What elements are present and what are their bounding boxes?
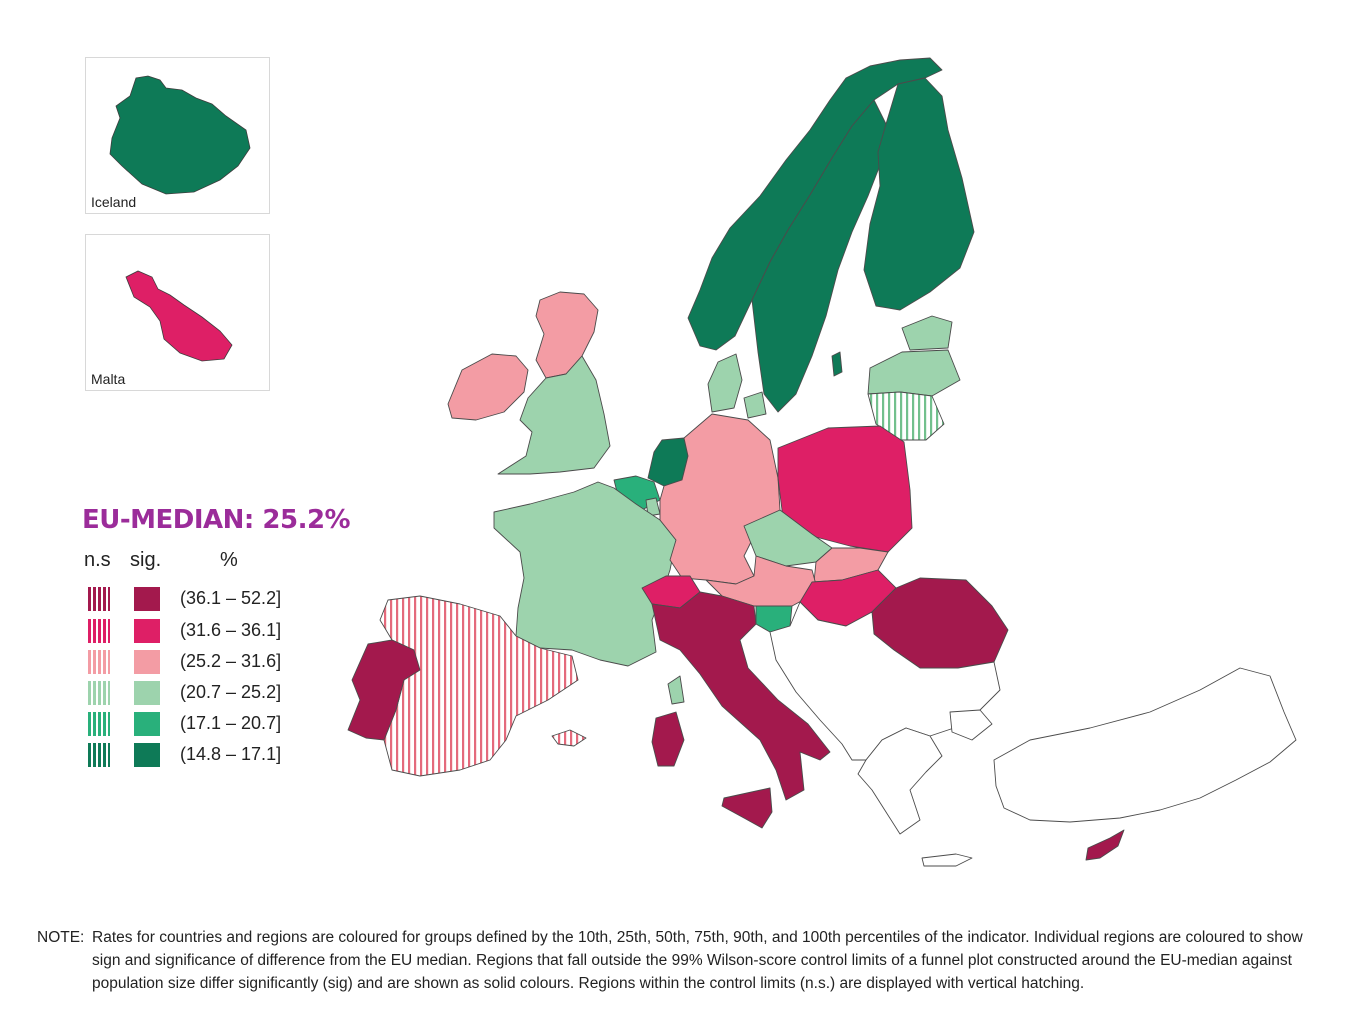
legend-hatch-swatch (88, 681, 110, 705)
legend-row: (36.1 – 52.2] (86, 586, 326, 612)
legend-hatch-swatch (88, 712, 110, 736)
legend-solid-swatch (134, 743, 160, 767)
sweden (751, 99, 887, 413)
legend-row: (20.7 – 25.2] (86, 680, 326, 706)
scotland (535, 291, 599, 379)
corsica (667, 675, 685, 705)
finland (863, 77, 975, 311)
italy (651, 591, 831, 801)
note-label: NOTE: (37, 929, 85, 946)
gotland (831, 351, 843, 377)
legend-solid-swatch (134, 712, 160, 736)
balearics (551, 729, 587, 747)
legend-header-sig: sig. (130, 549, 162, 571)
sicily (721, 787, 773, 829)
legend-hatch-swatch (88, 587, 110, 611)
legend-row: (17.1 – 20.7] (86, 711, 326, 737)
legend-header-pct: % (220, 549, 238, 571)
legend-solid-swatch (134, 681, 160, 705)
legend-range: (20.7 – 25.2] (180, 682, 282, 702)
legend-row: (31.6 – 36.1] (86, 618, 326, 644)
legend-range: (31.6 – 36.1] (180, 620, 282, 640)
iceland-inset: Iceland (85, 57, 270, 214)
legend-solid-swatch (134, 650, 160, 674)
legend-range: (36.1 – 52.2] (180, 588, 282, 608)
malta-label: Malta (91, 371, 126, 387)
ireland (447, 353, 529, 421)
legend-range: (17.1 – 20.7] (180, 713, 282, 733)
legend-hatch-swatch (88, 619, 110, 643)
denmark-islands (743, 391, 767, 419)
legend-range: (14.8 – 17.1] (180, 744, 282, 764)
legend-row: (25.2 – 31.6] (86, 649, 326, 675)
legend-range: (25.2 – 31.6] (180, 651, 282, 671)
sardinia (651, 711, 685, 767)
latvia (867, 349, 961, 397)
legend-row: (14.8 – 17.1] (86, 742, 326, 768)
crete-no-data (921, 853, 973, 867)
balkans-no-data (769, 601, 1001, 761)
legend-solid-swatch (134, 619, 160, 643)
legend-header-ns: n.s (84, 549, 111, 571)
legend-hatch-swatch (88, 650, 110, 674)
estonia (901, 315, 953, 351)
eu-median-label: EU-MEDIAN: 25.2% (82, 505, 351, 535)
note-text: Rates for countries and regions are colo… (92, 929, 1303, 992)
iceland-label: Iceland (91, 194, 137, 210)
greece-no-data (857, 727, 943, 835)
malta-inset: Malta (85, 234, 270, 391)
france (493, 481, 677, 667)
legend-solid-swatch (134, 587, 160, 611)
portugal (347, 639, 421, 741)
cyprus (1085, 829, 1125, 861)
iceland-shape (109, 75, 251, 195)
england (497, 355, 611, 475)
denmark (707, 353, 743, 413)
malta-shape (125, 270, 233, 362)
legend-hatch-swatch (88, 743, 110, 767)
turkey-thrace-no-data (949, 709, 993, 741)
turkey-no-data (993, 667, 1297, 823)
